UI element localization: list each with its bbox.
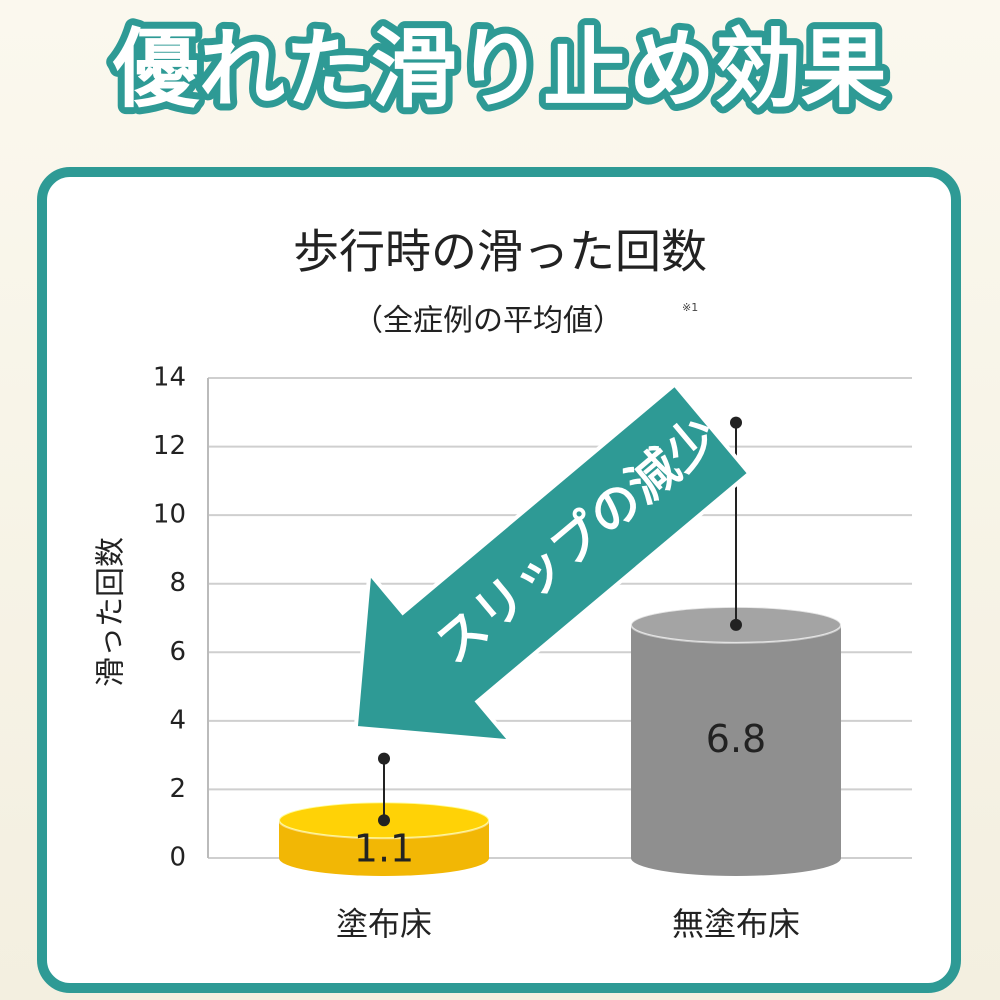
error-dot [378, 752, 390, 765]
header-title: 優れた滑り止め効果 [112, 19, 887, 119]
y-tick-label: 0 [169, 843, 186, 873]
x-tick-label: 無塗布床 [672, 905, 800, 943]
bar [631, 624, 841, 858]
error-dot [730, 416, 742, 429]
y-tick-label: 6 [169, 637, 186, 667]
x-tick-label: 塗布床 [336, 905, 432, 943]
footnote-mark: ※1 [682, 301, 698, 314]
y-tick-label: 14 [153, 363, 186, 393]
chart-subtitle: （全症例の平均値） [353, 304, 623, 339]
error-dot [730, 618, 742, 631]
value-label: 6.8 [706, 717, 766, 761]
y-tick-label: 10 [153, 500, 186, 530]
value-label: 1.1 [354, 827, 414, 871]
y-axis-label: 滑った回数 [94, 537, 129, 687]
arrow [353, 381, 753, 744]
chart-title: 歩行時の滑った回数 [293, 225, 707, 279]
y-tick-label: 2 [169, 774, 186, 804]
y-tick-label: 12 [153, 431, 186, 461]
error-dot [378, 814, 390, 827]
y-tick-label: 8 [169, 568, 186, 598]
y-tick-label: 4 [169, 705, 186, 735]
